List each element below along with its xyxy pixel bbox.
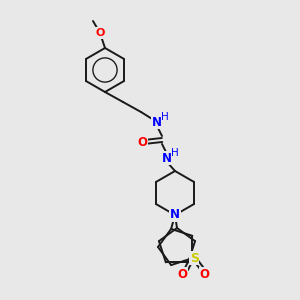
Text: H: H bbox=[171, 148, 179, 158]
Text: O: O bbox=[95, 28, 105, 38]
Text: N: N bbox=[162, 152, 172, 164]
Text: O: O bbox=[177, 268, 188, 281]
Text: H: H bbox=[161, 112, 169, 122]
Text: S: S bbox=[190, 252, 199, 265]
Text: N: N bbox=[170, 208, 180, 221]
Text: N: N bbox=[152, 116, 162, 128]
Text: O: O bbox=[200, 268, 209, 281]
Text: O: O bbox=[137, 136, 147, 148]
